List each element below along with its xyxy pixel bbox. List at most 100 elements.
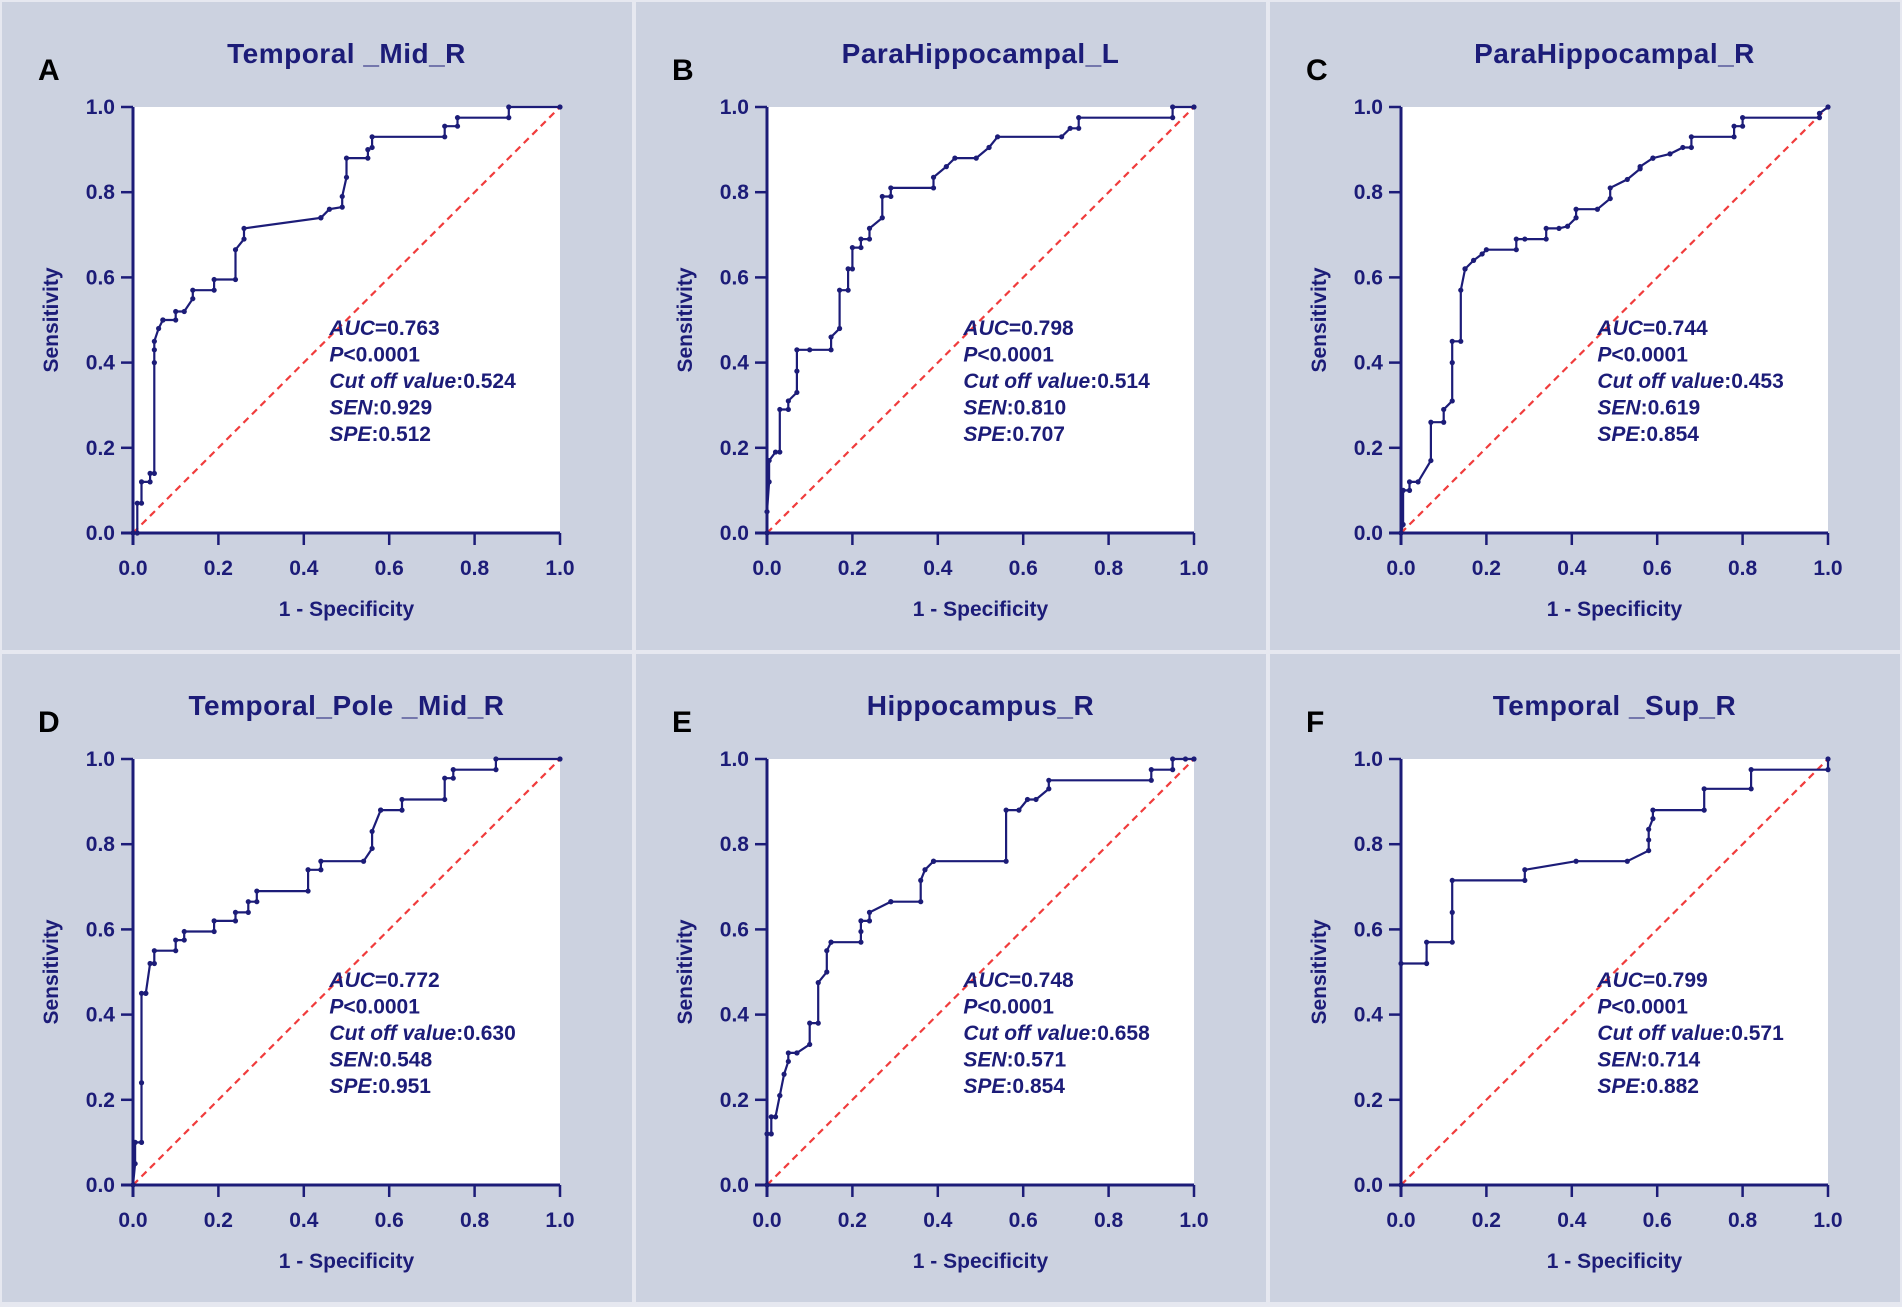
stat-auc: AUC=0.798	[962, 317, 1074, 340]
stat-label: Cut off value	[329, 370, 456, 393]
roc-point	[442, 123, 448, 129]
roc-point	[785, 406, 791, 413]
y-tick-label: 0.0	[720, 522, 749, 545]
roc-point	[147, 470, 153, 476]
roc-point	[1688, 134, 1694, 140]
stat-value: :0.571	[1007, 1048, 1067, 1071]
roc-point	[442, 134, 448, 140]
x-axis-title: 1 - Specificity	[279, 598, 415, 621]
stat-value: :0.658	[1090, 1022, 1150, 1045]
roc-point	[794, 347, 800, 353]
roc-point	[1003, 858, 1009, 864]
y-axis-title: Sensitivity	[40, 267, 63, 372]
roc-point	[1191, 104, 1197, 110]
roc-point	[399, 796, 405, 803]
x-tick-label: 0.8	[1094, 1209, 1124, 1232]
roc-point	[339, 193, 345, 200]
stat-cutoff: Cut off value:0.524	[329, 370, 516, 393]
reference-line	[766, 758, 1195, 1186]
stat-label: AUC	[328, 969, 375, 992]
roc-point	[1543, 225, 1549, 232]
roc-point	[1650, 155, 1656, 161]
roc-point	[493, 767, 499, 773]
roc-point	[828, 334, 834, 340]
roc-point	[343, 155, 350, 161]
stat-spe: SPE:0.854	[1597, 423, 1699, 446]
roc-point	[1573, 858, 1579, 864]
roc-point	[777, 406, 783, 413]
roc-point	[879, 193, 885, 200]
roc-point	[1701, 786, 1707, 792]
x-tick-label: 0.4	[1557, 1209, 1587, 1232]
x-tick-label: 0.0	[118, 557, 147, 580]
roc-point	[506, 115, 512, 121]
roc-point	[442, 796, 448, 803]
x-tick-label: 0.4	[923, 1209, 953, 1232]
y-axis-title: Sensitivity	[1308, 267, 1331, 372]
stat-p-value: P<0.0001	[329, 995, 420, 1018]
x-tick-label: 1.0	[545, 557, 574, 580]
x-tick-label: 0.2	[1472, 557, 1501, 580]
y-tick-label: 0.8	[720, 181, 750, 204]
x-axis-title: 1 - Specificity	[913, 598, 1049, 621]
x-tick-label: 0.6	[1009, 557, 1038, 580]
stat-sen: SEN:0.810	[963, 396, 1066, 419]
roc-point	[1522, 236, 1528, 242]
stat-value: :0.548	[373, 1048, 433, 1071]
roc-point	[836, 287, 843, 293]
roc-point	[1449, 360, 1455, 366]
roc-point	[450, 775, 456, 781]
roc-point	[777, 449, 783, 455]
stat-value: =0.799	[1643, 969, 1708, 992]
roc-point	[1731, 123, 1737, 129]
roc-point	[506, 104, 512, 110]
roc-point	[211, 928, 217, 935]
roc-point	[360, 858, 367, 864]
y-tick-label: 0.2	[86, 1089, 115, 1112]
stat-label: AUC	[1596, 969, 1643, 992]
roc-point	[151, 470, 157, 476]
roc-point	[845, 266, 851, 272]
roc-point	[305, 888, 311, 894]
roc-point	[1646, 837, 1652, 843]
stat-sen: SEN:0.929	[329, 396, 432, 419]
stat-value: <0.0001	[1611, 995, 1688, 1018]
reference-line	[766, 106, 1195, 534]
roc-point	[1740, 115, 1746, 121]
x-tick-label: 0.2	[1472, 1209, 1501, 1232]
stat-value: :0.929	[373, 396, 433, 419]
stat-spe: SPE:0.512	[329, 423, 431, 446]
x-axis-title: 1 - Specificity	[1547, 1250, 1683, 1273]
roc-point	[1016, 807, 1022, 813]
stat-value: :0.571	[1724, 1022, 1784, 1045]
roc-point	[1667, 151, 1673, 157]
panel-letter: F	[1306, 706, 1324, 739]
roc-point	[1688, 144, 1694, 151]
roc-point	[1646, 826, 1652, 832]
roc-point	[305, 867, 311, 873]
roc-point	[1624, 176, 1630, 183]
y-tick-label: 0.0	[86, 1174, 115, 1197]
roc-point	[493, 756, 499, 762]
stat-label: AUC	[328, 317, 375, 340]
x-tick-label: 0.6	[1009, 1209, 1038, 1232]
stat-label: AUC	[1596, 317, 1643, 340]
chart-title: Temporal _Mid_R	[227, 38, 466, 69]
roc-point	[943, 164, 949, 170]
stat-label: SPE	[329, 423, 372, 446]
y-tick-label: 0.0	[1354, 1174, 1383, 1197]
roc-point	[211, 287, 217, 293]
roc-point	[794, 389, 800, 396]
roc-point	[1748, 786, 1754, 792]
roc-point	[1449, 939, 1455, 945]
stat-value: <0.0001	[343, 343, 420, 366]
y-tick-label: 1.0	[86, 748, 115, 771]
stat-label: P	[329, 995, 344, 1018]
roc-point	[1624, 858, 1630, 864]
stat-value: =0.763	[375, 317, 440, 340]
y-tick-label: 0.6	[1354, 918, 1383, 941]
x-tick-label: 0.2	[204, 1209, 233, 1232]
y-tick-label: 0.4	[86, 352, 116, 375]
roc-point	[1573, 206, 1579, 212]
